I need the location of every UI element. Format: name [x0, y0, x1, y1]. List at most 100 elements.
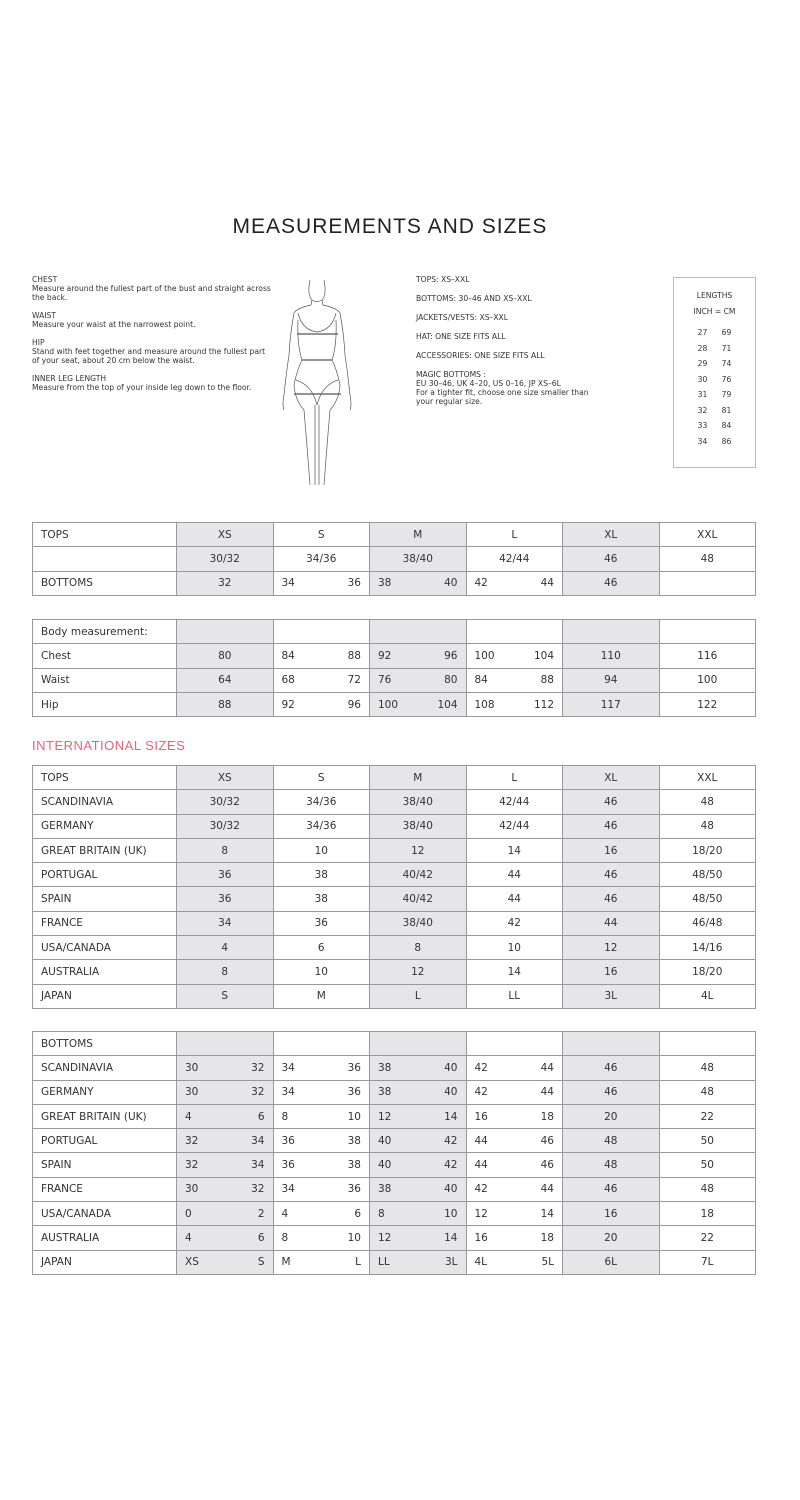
- table-row: USA/CANADA 0 2 4 6 8 10 12 14 16 18: [33, 1202, 756, 1227]
- size-value: 18: [540, 1110, 554, 1123]
- size-cell: 30/32: [177, 814, 274, 838]
- size-value: 34: [281, 1183, 295, 1196]
- table-row: GREAT BRITAIN (UK) 4 6 8 10 12 14 16 18 20 22: [33, 1104, 756, 1130]
- size-value: 100: [378, 698, 399, 711]
- size-cell: 100 104: [370, 692, 467, 717]
- table-row: PORTUGAL 36 38 40/42 44 46 48/50: [33, 863, 756, 888]
- table-row: JAPAN XS S M L LL 3L 4L 5L 6L 7L: [33, 1250, 756, 1275]
- size-value: 44: [540, 1183, 554, 1196]
- size-cell: [370, 620, 467, 644]
- size-value: 34: [281, 1061, 295, 1074]
- row-label: USA/CANADA: [33, 936, 177, 960]
- size-value: 38: [347, 1134, 361, 1147]
- row-label: AUSTRALIA: [33, 960, 177, 984]
- size-value: 44: [474, 1159, 488, 1172]
- size-value: 38: [378, 577, 392, 590]
- size-cell: 38 40: [370, 1056, 467, 1080]
- table-row: USA/CANADA 4 6 8 10 12 14/16: [33, 936, 756, 961]
- size-cell: 16: [563, 960, 660, 984]
- size-cell: 12: [370, 960, 467, 984]
- size-cell: XS S: [177, 1250, 274, 1274]
- size-value: 44: [474, 1134, 488, 1147]
- size-value: 32: [185, 1159, 199, 1172]
- size-cell: 46: [563, 863, 660, 887]
- table-row: SPAIN 32 34 36 38 40 42 44 46 48 50: [33, 1153, 756, 1178]
- table-row: TOPS XS S M L XL XXL: [33, 523, 756, 548]
- size-cell: 32 34: [177, 1129, 274, 1153]
- size-value: 36: [281, 1159, 295, 1172]
- chest-heading: CHEST: [32, 275, 58, 284]
- size-value: 6: [257, 1110, 265, 1123]
- tops-range: TOPS: XS–XXL: [416, 275, 470, 284]
- size-cell: [660, 571, 756, 595]
- cm-value: 74: [721, 359, 732, 368]
- size-value: 108: [474, 698, 495, 711]
- inch-value: 32: [697, 405, 708, 415]
- size-cell: 46: [563, 571, 660, 595]
- size-cell: 36: [274, 911, 370, 936]
- size-cell: 38/40: [370, 814, 467, 838]
- size-value: 16: [474, 1110, 488, 1123]
- size-value: 14: [444, 1232, 458, 1245]
- table-row: BOTTOMS 32 34 36 38 40 42 44 46: [33, 571, 756, 596]
- hip-heading: HIP: [32, 338, 45, 347]
- table-row: GERMANY 30 32 34 36 38 40 42 44 46 48: [33, 1080, 756, 1105]
- size-value: 92: [281, 698, 295, 711]
- cm-value: 69: [721, 328, 732, 337]
- size-value: 34: [251, 1134, 265, 1147]
- size-cell: 46/48: [660, 911, 756, 936]
- size-value: 104: [437, 698, 458, 711]
- size-cell: [660, 1032, 756, 1056]
- size-value: 46: [540, 1159, 554, 1172]
- size-value: 38: [378, 1061, 392, 1074]
- size-cell: 18/20: [660, 838, 756, 863]
- size-value: 12: [474, 1207, 488, 1220]
- size-cell: 6L: [563, 1250, 660, 1274]
- inner-leg-text: Measure from the top of your inside leg …: [32, 383, 252, 392]
- size-value: 42: [444, 1134, 458, 1147]
- size-value: L: [355, 1256, 361, 1269]
- size-cell: 36: [177, 863, 274, 887]
- row-label: Waist: [33, 668, 177, 692]
- size-cell: 38 40: [370, 1080, 467, 1104]
- size-value: 84: [281, 649, 295, 662]
- table-row: BOTTOMS: [33, 1032, 756, 1057]
- size-cell: 4L: [660, 984, 756, 1008]
- size-value: 8: [378, 1207, 385, 1220]
- body-figure-illustration: [282, 279, 352, 486]
- size-cell: 20: [563, 1226, 660, 1250]
- size-cell: 3L: [563, 984, 660, 1008]
- size-value: 36: [347, 577, 361, 590]
- size-cell: 8 10: [274, 1226, 370, 1250]
- size-cell: 10: [274, 838, 370, 863]
- size-value: 0: [185, 1207, 192, 1220]
- size-value: 16: [474, 1232, 488, 1245]
- chest-text: Measure around the fullest part of the b…: [32, 284, 271, 302]
- size-cell: 8: [177, 960, 274, 984]
- size-cell: 92 96: [274, 692, 370, 717]
- magic-bottoms-note: For a tighter fit, choose one size small…: [416, 388, 589, 406]
- inner-leg-heading: INNER LEG LENGTH: [32, 374, 107, 383]
- size-value: 32: [251, 1061, 265, 1074]
- row-label: AUSTRALIA: [33, 1226, 177, 1250]
- size-value: 36: [281, 1134, 295, 1147]
- lengths-title: LENGTHS: [696, 291, 733, 300]
- size-cell: 46: [563, 1056, 660, 1080]
- size-cell: 84 88: [274, 644, 370, 668]
- size-cell: 50: [660, 1129, 756, 1153]
- size-cell: S: [274, 766, 370, 790]
- size-cell: XL: [563, 766, 660, 790]
- size-cell: 36: [177, 887, 274, 911]
- size-value: 3L: [444, 1256, 458, 1269]
- size-cell: 48: [660, 1080, 756, 1104]
- size-cell: 50: [660, 1153, 756, 1177]
- size-cell: 94: [563, 668, 660, 692]
- size-cell: 44 46: [467, 1153, 563, 1177]
- size-value: 36: [347, 1086, 361, 1099]
- size-cell: 46: [563, 790, 660, 814]
- size-cell: M: [370, 766, 467, 790]
- size-value: 30: [185, 1061, 199, 1074]
- row-label: BOTTOMS: [33, 571, 177, 595]
